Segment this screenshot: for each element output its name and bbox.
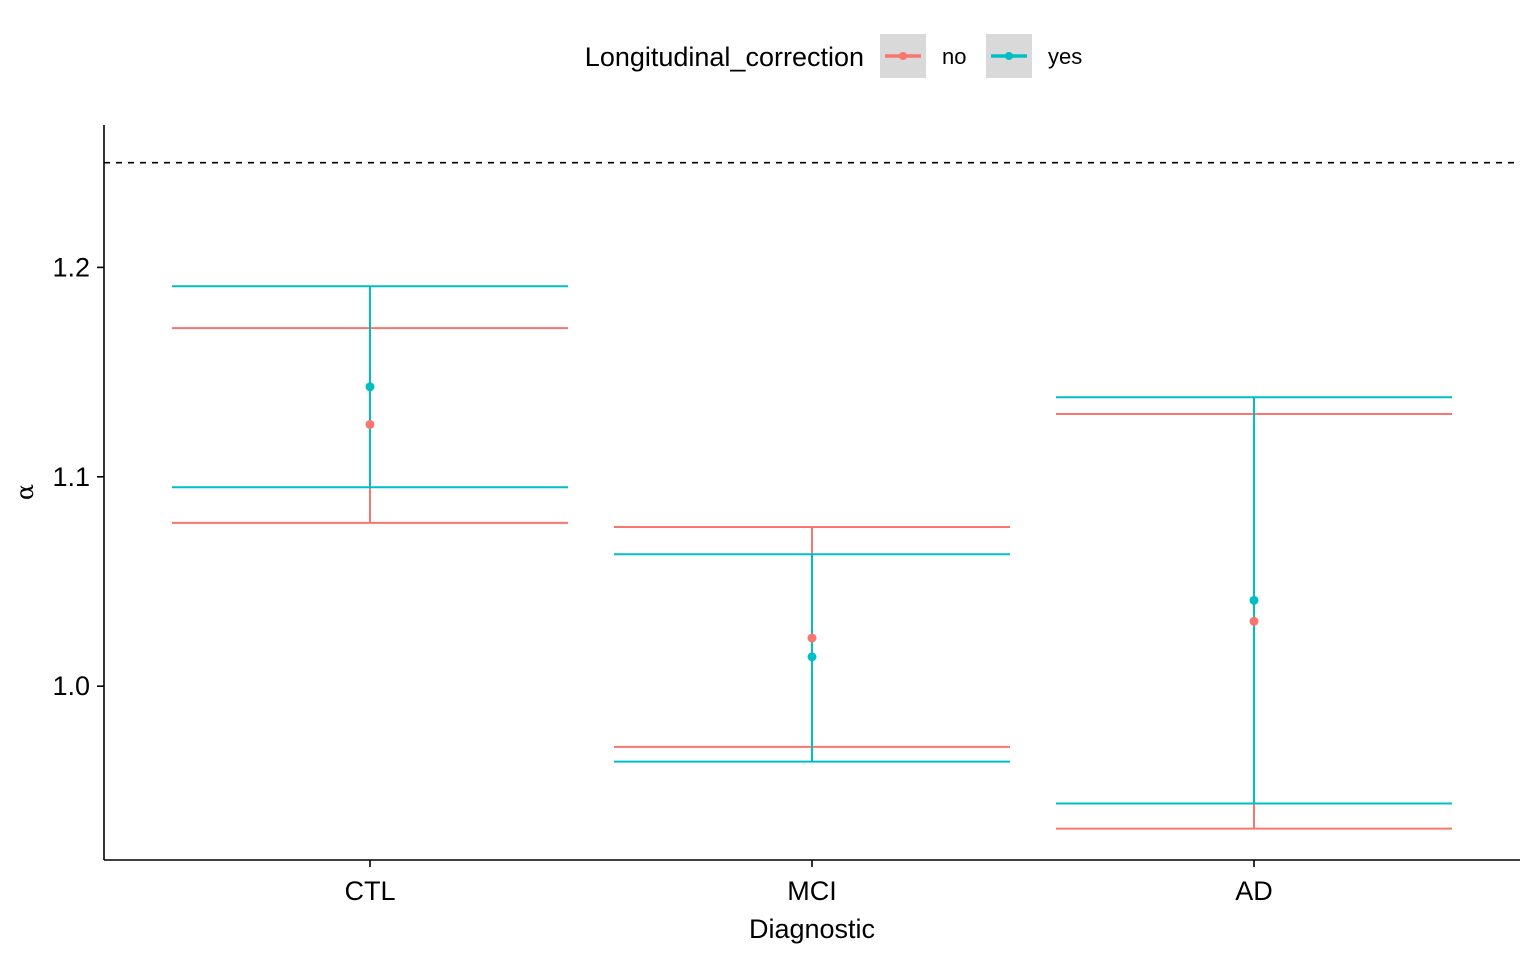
point-layer [365, 382, 1259, 662]
data-point-no-CTL [365, 419, 375, 429]
legend-entry-no: no [880, 34, 966, 78]
y-axis-title: α [11, 484, 39, 500]
data-point-no-AD [1249, 616, 1259, 626]
y-tick-label: 1.2 [52, 252, 90, 282]
data-point-yes-AD [1249, 595, 1259, 605]
legend-title: Longitudinal_correction [585, 42, 864, 72]
legend-key-point [1005, 52, 1013, 60]
data-point-yes-CTL [365, 382, 375, 392]
data-point-no-MCI [807, 633, 817, 643]
x-tick-label: CTL [344, 876, 395, 906]
x-tick-label: MCI [787, 876, 837, 906]
x-tick-label: AD [1235, 876, 1273, 906]
legend-label: yes [1048, 44, 1082, 69]
x-axis-title: Diagnostic [749, 914, 875, 944]
legend-label: no [942, 44, 966, 69]
data-point-yes-MCI [807, 652, 817, 662]
errorbar-layer [172, 285, 1452, 830]
y-tick-label: 1.1 [52, 462, 90, 492]
axes: 1.0 1.1 1.2 CTL MCI AD [52, 125, 1520, 906]
y-tick-label: 1.0 [52, 671, 90, 701]
legend-key-point [899, 52, 907, 60]
legend: Longitudinal_correction no yes [585, 34, 1082, 78]
legend-entry-yes: yes [986, 34, 1082, 78]
